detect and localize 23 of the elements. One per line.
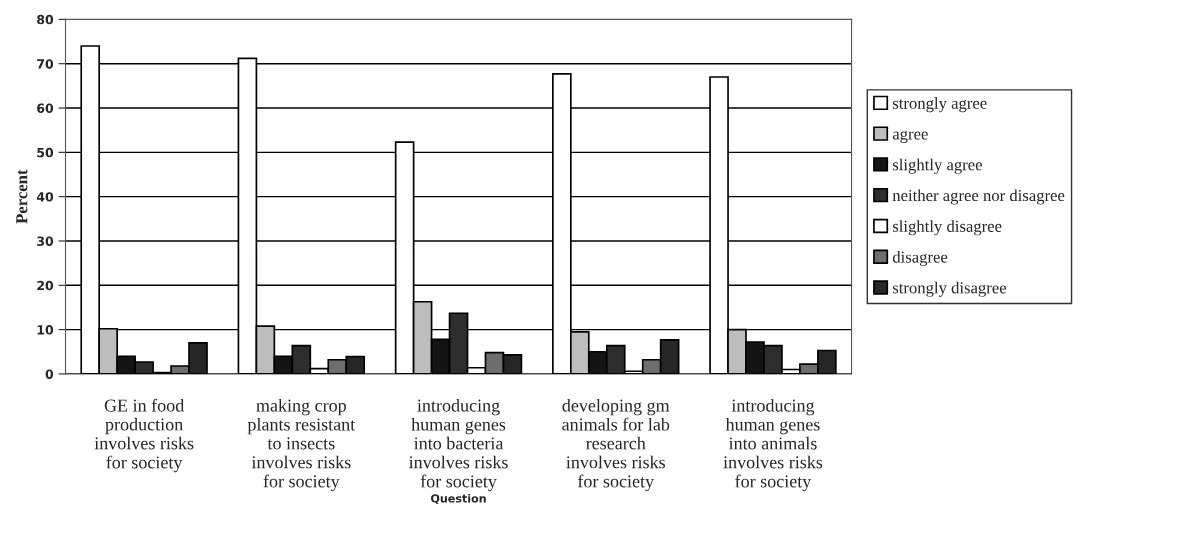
legend-label: agree <box>892 130 928 144</box>
x-tick-label: developing gm animals for lab research involves risks for society <box>562 398 670 492</box>
y-tick-label: 40 <box>36 192 54 202</box>
legend-label: neither agree nor disagree <box>892 189 1065 205</box>
legend-label: strongly agree <box>892 97 987 113</box>
x-axis-title: Question <box>431 493 486 505</box>
x-tick-label: making crop plants resistant to insects involves risks for society <box>247 398 356 492</box>
x-tick-label: introducing human genes into animals involves risks for society <box>723 398 823 492</box>
y-tick-label: 30 <box>37 236 54 246</box>
x-tick-label: GE in food production involves risks for society <box>94 398 194 473</box>
legend-label: disagree <box>892 250 948 267</box>
legend-label: strongly disagree <box>892 281 1007 297</box>
legend-label: slightly disagree <box>892 220 1002 236</box>
y-tick-label: 70 <box>37 59 54 69</box>
y-axis-title: Percent <box>16 169 28 224</box>
legend-label: slightly agree <box>892 158 982 174</box>
y-tick-label: 20 <box>37 280 54 291</box>
y-tick-label: 60 <box>37 103 54 113</box>
x-tick-label: introducing human genes into bacteria involves risks for society <box>409 398 508 492</box>
y-tick-label: 0 <box>45 369 54 379</box>
y-tick-label: 50 <box>37 147 54 158</box>
y-tick-label: 80 <box>37 14 54 25</box>
y-tick-label: 10 <box>37 325 54 335</box>
